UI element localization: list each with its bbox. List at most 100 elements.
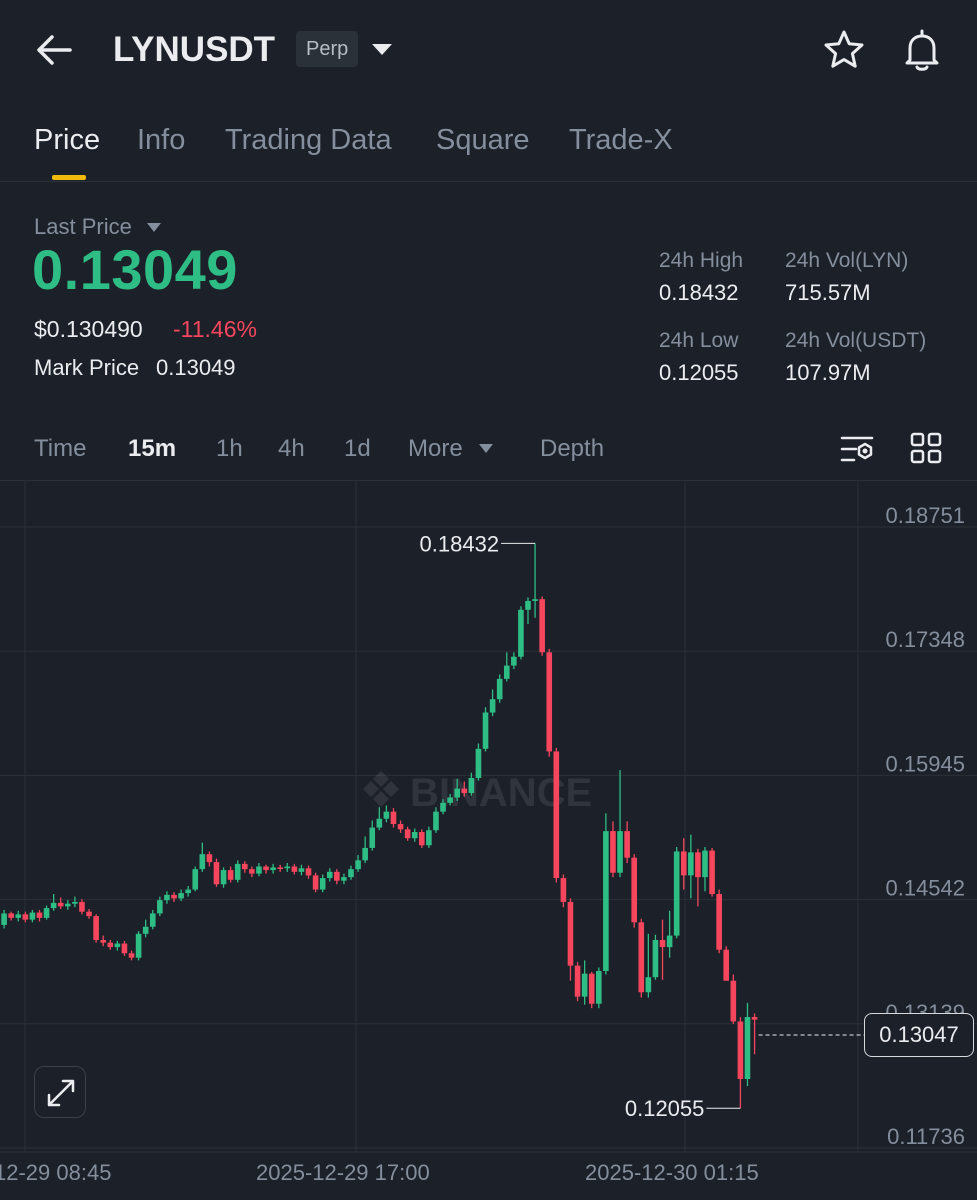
stat-24h-high-value: 0.18432 xyxy=(659,280,739,305)
interval-depth[interactable]: Depth xyxy=(540,435,605,462)
candle-body xyxy=(730,980,737,1022)
tab-price[interactable]: Price xyxy=(34,124,101,156)
candle-body xyxy=(518,609,524,657)
x-tick-label: 2025-12-29 17:00 xyxy=(256,1160,430,1185)
y-tick-label: 0.11736 xyxy=(887,1124,965,1149)
candle-body xyxy=(284,866,291,869)
candles xyxy=(1,543,758,1109)
tab-trade-x[interactable]: Trade-X xyxy=(569,124,673,156)
candle-body xyxy=(574,965,581,997)
candle-body xyxy=(440,802,446,812)
candle-body xyxy=(128,953,135,958)
candle-body xyxy=(86,911,92,917)
interval-more[interactable]: More xyxy=(408,435,463,462)
candle-body xyxy=(72,901,78,904)
layout-grid-icon[interactable] xyxy=(908,430,944,466)
candle-body xyxy=(737,1021,744,1079)
candle-body xyxy=(43,908,50,918)
candle-body xyxy=(652,940,659,978)
mark-price-value: 0.13049 xyxy=(156,355,236,380)
more-caret-icon[interactable] xyxy=(478,443,494,455)
y-tick-label: 0.15945 xyxy=(885,751,965,776)
stat-24h-low-label: 24h Low xyxy=(659,329,739,352)
candle-body xyxy=(702,850,708,878)
candle-body xyxy=(291,866,298,872)
current-price-label: 0.13047 xyxy=(864,1013,974,1057)
x-tick-label: 12-29 08:45 xyxy=(0,1160,111,1185)
candle-body xyxy=(454,788,460,798)
candle-body xyxy=(560,878,567,902)
tab-square[interactable]: Square xyxy=(436,124,530,156)
candle-body xyxy=(277,867,283,869)
chart-canvas[interactable]: BINANCE 0.18751 0.17348 0.15945 0.14542 0.13… xyxy=(0,480,977,1200)
candle-body xyxy=(390,811,397,825)
candle-body xyxy=(185,889,191,894)
candle-body xyxy=(511,656,517,666)
candle-body xyxy=(348,869,354,878)
y-tick-label: 0.17348 xyxy=(885,627,965,652)
candle-body xyxy=(659,940,666,948)
candle-body xyxy=(617,831,623,873)
candle-body xyxy=(723,949,730,981)
candle-body xyxy=(362,847,368,861)
candle-body xyxy=(79,901,85,912)
perp-badge: Perp xyxy=(296,31,359,67)
last-price-caret-icon[interactable] xyxy=(146,222,162,234)
back-arrow-icon[interactable] xyxy=(30,28,80,72)
bell-icon[interactable] xyxy=(898,26,946,74)
star-icon[interactable] xyxy=(820,26,868,74)
candle-body xyxy=(100,940,106,943)
candle-body xyxy=(610,831,616,873)
expand-icon xyxy=(47,1079,75,1107)
candle-body xyxy=(447,797,453,803)
candle-body xyxy=(475,748,482,779)
last-price: 0.13049 xyxy=(32,238,238,301)
interval-1h[interactable]: 1h xyxy=(216,435,243,462)
candlestick-chart[interactable]: BINANCE 0.18751 0.17348 0.15945 0.14542 0.13… xyxy=(0,480,977,1200)
candle-body xyxy=(326,871,333,879)
candle-body xyxy=(65,903,71,907)
candle-body xyxy=(383,811,390,819)
candle-body xyxy=(709,850,715,894)
chart-settings-icon[interactable] xyxy=(838,430,876,468)
candle-body xyxy=(603,831,609,971)
candle-body xyxy=(114,943,121,948)
candle-body xyxy=(206,854,213,863)
symbol-title[interactable]: LYNUSDT xyxy=(113,30,276,69)
candle-body xyxy=(234,863,241,880)
y-tick-label: 0.18751 xyxy=(885,503,965,528)
tab-info[interactable]: Info xyxy=(137,124,186,156)
candle-body xyxy=(164,894,170,901)
candle-body xyxy=(242,863,248,870)
candle-body xyxy=(468,778,475,794)
candle-body xyxy=(263,866,269,871)
interval-15m[interactable]: 15m xyxy=(128,435,177,462)
candle-body xyxy=(532,599,538,601)
expand-chart-button[interactable] xyxy=(34,1066,86,1118)
candle-body xyxy=(36,912,43,918)
grid-lines xyxy=(0,480,977,1153)
candle-body xyxy=(249,869,255,874)
candle-body xyxy=(525,600,531,610)
candle-body xyxy=(157,900,163,914)
candle-body xyxy=(178,893,184,899)
candle-body xyxy=(341,877,347,881)
candle-body xyxy=(142,926,149,934)
candle-body xyxy=(666,935,673,948)
tab-trading-data[interactable]: Trading Data xyxy=(225,124,392,156)
last-price-label[interactable]: Last Price xyxy=(34,214,132,239)
watermark-text: BINANCE xyxy=(410,771,592,815)
dropdown-caret-icon[interactable] xyxy=(368,32,396,66)
candle-body xyxy=(673,851,680,936)
candle-body xyxy=(93,916,99,941)
candle-body xyxy=(461,788,468,794)
stat-24h-low-value: 0.12055 xyxy=(659,360,739,385)
interval-1d[interactable]: 1d xyxy=(344,435,371,462)
interval-4h[interactable]: 4h xyxy=(278,435,305,462)
interval-time[interactable]: Time xyxy=(34,435,87,462)
low-marker-label: 0.12055 xyxy=(625,1096,705,1121)
mark-price-label: Mark Price xyxy=(34,355,140,380)
candle-body xyxy=(482,712,489,749)
stat-24h-vol-quote-label: 24h Vol(USDT) xyxy=(785,329,927,352)
x-tick-label: 2025-12-30 01:15 xyxy=(585,1160,759,1185)
